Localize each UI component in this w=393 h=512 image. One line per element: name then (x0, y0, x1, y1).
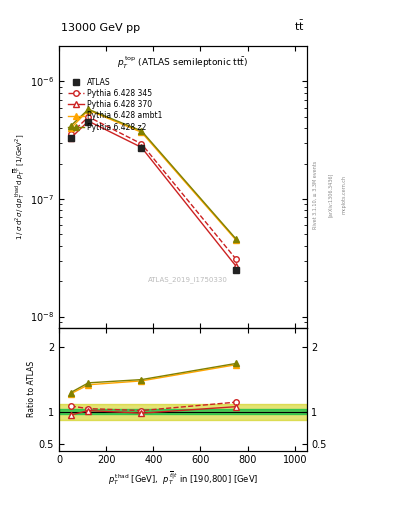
Legend: ATLAS, Pythia 6.428 345, Pythia 6.428 370, Pythia 6.428 ambt1, Pythia 6.428 z2: ATLAS, Pythia 6.428 345, Pythia 6.428 37… (65, 75, 165, 134)
Bar (59, 409, 307, 414)
Text: $\mathrm{t\bar{t}}$: $\mathrm{t\bar{t}}$ (294, 18, 305, 33)
Text: mcplots.cern.ch: mcplots.cern.ch (342, 175, 347, 214)
Text: [arXiv:1306.3436]: [arXiv:1306.3436] (328, 173, 333, 217)
Text: $p_T^{\,\mathrm{top}}$ (ATLAS semileptonic tt$\bar{\mathrm{t}}$): $p_T^{\,\mathrm{top}}$ (ATLAS semilepton… (117, 55, 248, 71)
Bar (59, 404, 307, 420)
X-axis label: $p_T^{\,\mathrm{thad}}$ [GeV],  $p_T^{\,\overline{t}|t}$ in [190,800] [GeV]: $p_T^{\,\mathrm{thad}}$ [GeV], $p_T^{\,\… (108, 470, 258, 487)
Text: ATLAS_2019_I1750330: ATLAS_2019_I1750330 (148, 276, 228, 284)
Y-axis label: Ratio to ATLAS: Ratio to ATLAS (27, 361, 36, 417)
Text: 13000 GeV pp: 13000 GeV pp (61, 23, 140, 33)
Y-axis label: $1\,/\,\sigma\;\mathrm{d}^2\sigma\,/\,\mathrm{d}\,p_T^{\,\mathrm{thad}}\,\mathrm: $1\,/\,\sigma\;\mathrm{d}^2\sigma\,/\,\m… (13, 134, 27, 240)
Text: Rivet 3.1.10, ≥ 3.3M events: Rivet 3.1.10, ≥ 3.3M events (312, 160, 318, 229)
